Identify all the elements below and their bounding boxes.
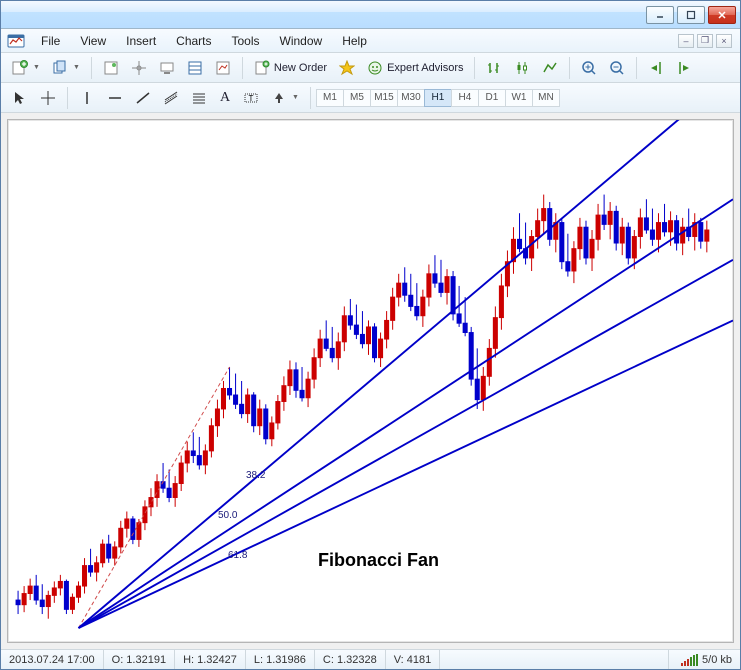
menubar: File View Insert Charts Tools Window Hel… xyxy=(1,29,740,53)
profiles-button[interactable]: ▼ xyxy=(47,57,85,79)
app-icon xyxy=(7,32,25,50)
status-connection: 5/0 kb xyxy=(669,650,740,669)
expert-advisors-label: Expert Advisors xyxy=(387,62,463,74)
candle-chart-button[interactable] xyxy=(509,57,535,79)
auto-scroll-button[interactable] xyxy=(643,57,669,79)
status-spacer xyxy=(440,650,669,669)
line-chart-button[interactable] xyxy=(537,57,563,79)
menu-window[interactable]: Window xyxy=(270,32,333,50)
zoom-out-button[interactable] xyxy=(604,57,630,79)
mdi-close-button[interactable]: × xyxy=(716,34,732,48)
fib-level-382: 38.2 xyxy=(246,470,265,481)
menu-file[interactable]: File xyxy=(31,32,70,50)
strategy-tester-button[interactable] xyxy=(210,57,236,79)
timeframe-m5[interactable]: M5 xyxy=(343,89,371,107)
status-open: O: 1.32191 xyxy=(104,650,175,669)
mdi-minimize-button[interactable]: – xyxy=(678,34,694,48)
timeframe-d1[interactable]: D1 xyxy=(478,89,506,107)
data-window-button[interactable] xyxy=(182,57,208,79)
navigator-button[interactable] xyxy=(126,57,152,79)
svg-text:T: T xyxy=(249,94,254,103)
expert-advisors-button[interactable]: Expert Advisors xyxy=(362,57,468,79)
mdi-restore-button[interactable]: ❐ xyxy=(697,34,713,48)
new-chart-button[interactable]: ▼ xyxy=(7,57,45,79)
timeframe-m30[interactable]: M30 xyxy=(397,89,425,107)
status-close: C: 1.32328 xyxy=(315,650,386,669)
menu-tools[interactable]: Tools xyxy=(222,32,270,50)
text-button[interactable]: A xyxy=(214,87,236,109)
arrows-button[interactable]: ▼ xyxy=(266,87,304,109)
status-datetime: 2013.07.24 17:00 xyxy=(1,650,104,669)
chart-annotation: Fibonacci Fan xyxy=(318,550,439,571)
status-high: H: 1.32427 xyxy=(175,650,246,669)
new-order-button[interactable]: New Order xyxy=(249,57,332,79)
crosshair-button[interactable] xyxy=(35,87,61,109)
menu-charts[interactable]: Charts xyxy=(166,32,221,50)
status-low: L: 1.31986 xyxy=(246,650,315,669)
text-label-button[interactable]: T xyxy=(238,87,264,109)
bar-chart-button[interactable] xyxy=(481,57,507,79)
titlebar xyxy=(1,1,740,29)
chart-shift-button[interactable] xyxy=(671,57,697,79)
market-watch-button[interactable] xyxy=(98,57,124,79)
timeframe-h4[interactable]: H4 xyxy=(451,89,479,107)
toolbar-main: ▼ ▼ New Order Expert Advisors xyxy=(1,53,740,83)
new-order-label: New Order xyxy=(274,62,327,74)
chart-area[interactable]: 38.2 50.0 61.8 Fibonacci Fan xyxy=(7,119,734,643)
menu-view[interactable]: View xyxy=(70,32,116,50)
vertical-line-button[interactable] xyxy=(74,87,100,109)
app-window: File View Insert Charts Tools Window Hel… xyxy=(0,0,741,670)
timeframe-w1[interactable]: W1 xyxy=(505,89,533,107)
fibonacci-button[interactable] xyxy=(186,87,212,109)
timeframe-mn[interactable]: MN xyxy=(532,89,560,107)
timeframe-h1[interactable]: H1 xyxy=(424,89,452,107)
minimize-button[interactable] xyxy=(646,6,674,24)
timeframe-m1[interactable]: M1 xyxy=(316,89,344,107)
maximize-button[interactable] xyxy=(677,6,705,24)
channel-button[interactable] xyxy=(158,87,184,109)
zoom-in-button[interactable] xyxy=(576,57,602,79)
close-button[interactable] xyxy=(708,6,736,24)
meta-quotes-button[interactable] xyxy=(334,57,360,79)
fib-level-618: 61.8 xyxy=(228,550,247,561)
statusbar: 2013.07.24 17:00 O: 1.32191 H: 1.32427 L… xyxy=(1,649,740,669)
timeframe-m15[interactable]: M15 xyxy=(370,89,398,107)
menu-help[interactable]: Help xyxy=(332,32,377,50)
status-volume: V: 4181 xyxy=(386,650,441,669)
fib-level-500: 50.0 xyxy=(218,510,237,521)
terminal-button[interactable] xyxy=(154,57,180,79)
toolbar-drawing: A T ▼ M1M5M15M30H1H4D1W1MN xyxy=(1,83,740,113)
trendline-button[interactable] xyxy=(130,87,156,109)
status-net: 5/0 kb xyxy=(702,654,732,666)
menu-insert[interactable]: Insert xyxy=(116,32,166,50)
cursor-button[interactable] xyxy=(7,87,33,109)
horizontal-line-button[interactable] xyxy=(102,87,128,109)
connection-bars-icon xyxy=(681,654,698,666)
